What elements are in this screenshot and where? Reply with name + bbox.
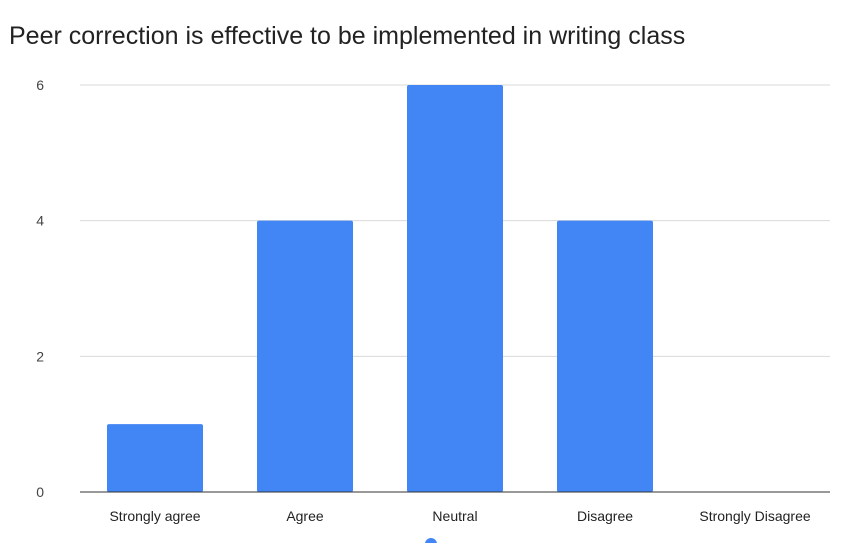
legend xyxy=(425,538,437,543)
y-tick-label: 6 xyxy=(36,77,44,93)
legend-swatch xyxy=(425,538,437,543)
bar[interactable] xyxy=(557,220,653,492)
bar[interactable] xyxy=(407,85,503,492)
bars xyxy=(107,85,653,492)
x-tick-label: Disagree xyxy=(577,508,633,524)
bar[interactable] xyxy=(107,424,203,492)
x-tick-label: Strongly Disagree xyxy=(699,508,810,524)
bar[interactable] xyxy=(257,220,353,492)
y-tick-label: 0 xyxy=(36,484,44,500)
y-tick-label: 2 xyxy=(36,348,44,364)
y-axis-ticks: 0 2 4 6 xyxy=(36,77,44,500)
chart-title: Peer correction is effective to be imple… xyxy=(9,22,686,50)
x-tick-label: Neutral xyxy=(432,508,477,524)
y-tick-label: 4 xyxy=(36,213,44,229)
x-tick-label: Strongly agree xyxy=(109,508,200,524)
x-axis-labels: Strongly agree Agree Neutral Disagree Strong… xyxy=(109,508,810,524)
x-tick-label: Agree xyxy=(286,508,324,524)
